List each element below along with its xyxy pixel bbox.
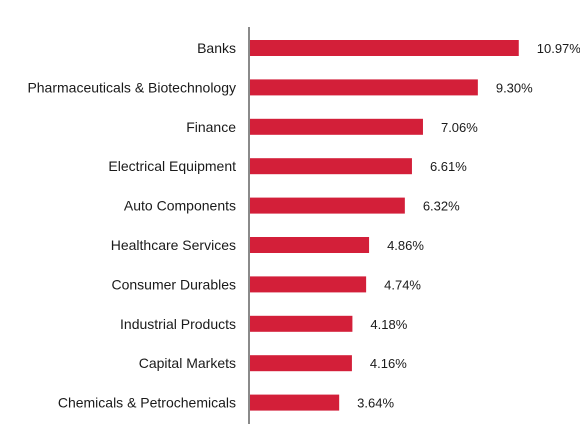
category-label-9: Chemicals & Petrochemicals — [58, 395, 236, 411]
category-label-3: Electrical Equipment — [108, 158, 236, 174]
category-label-2: Finance — [186, 119, 236, 135]
category-label-1: Pharmaceuticals & Biotechnology — [27, 79, 236, 95]
bar-7 — [250, 315, 353, 332]
category-label-5: Healthcare Services — [111, 237, 236, 253]
bar-8 — [250, 355, 352, 372]
bar-4 — [250, 197, 405, 214]
value-label-7: 4.18% — [370, 317, 407, 332]
category-label-0: Banks — [197, 40, 236, 56]
value-labels: 10.97% 9.30% 7.06% 6.61% 6.32% 4.86% 4.74% 4.18… — [357, 41, 580, 411]
bar-3 — [250, 158, 412, 175]
bar-2 — [250, 118, 423, 135]
bar-0 — [250, 40, 519, 56]
value-label-6: 4.74% — [384, 277, 421, 292]
bar-6 — [250, 276, 367, 293]
category-label-4: Auto Components — [124, 198, 236, 214]
value-label-2: 7.06% — [441, 120, 478, 135]
category-label-6: Consumer Durables — [112, 276, 237, 292]
category-labels: Banks Pharmaceuticals & Biotechnology Fina… — [27, 40, 236, 411]
bar-5 — [250, 237, 370, 253]
category-label-7: Industrial Products — [120, 316, 236, 332]
value-label-3: 6.61% — [430, 159, 467, 174]
value-label-4: 6.32% — [423, 199, 460, 214]
value-label-9: 3.64% — [357, 396, 394, 411]
value-label-1: 9.30% — [496, 80, 533, 95]
category-label-8: Capital Markets — [139, 355, 236, 371]
value-label-8: 4.16% — [370, 356, 407, 371]
bar-9 — [250, 394, 340, 411]
bars-layer — [250, 40, 519, 411]
value-label-0: 10.97% — [537, 41, 580, 56]
bar-1 — [250, 79, 478, 96]
value-label-5: 4.86% — [387, 238, 424, 253]
